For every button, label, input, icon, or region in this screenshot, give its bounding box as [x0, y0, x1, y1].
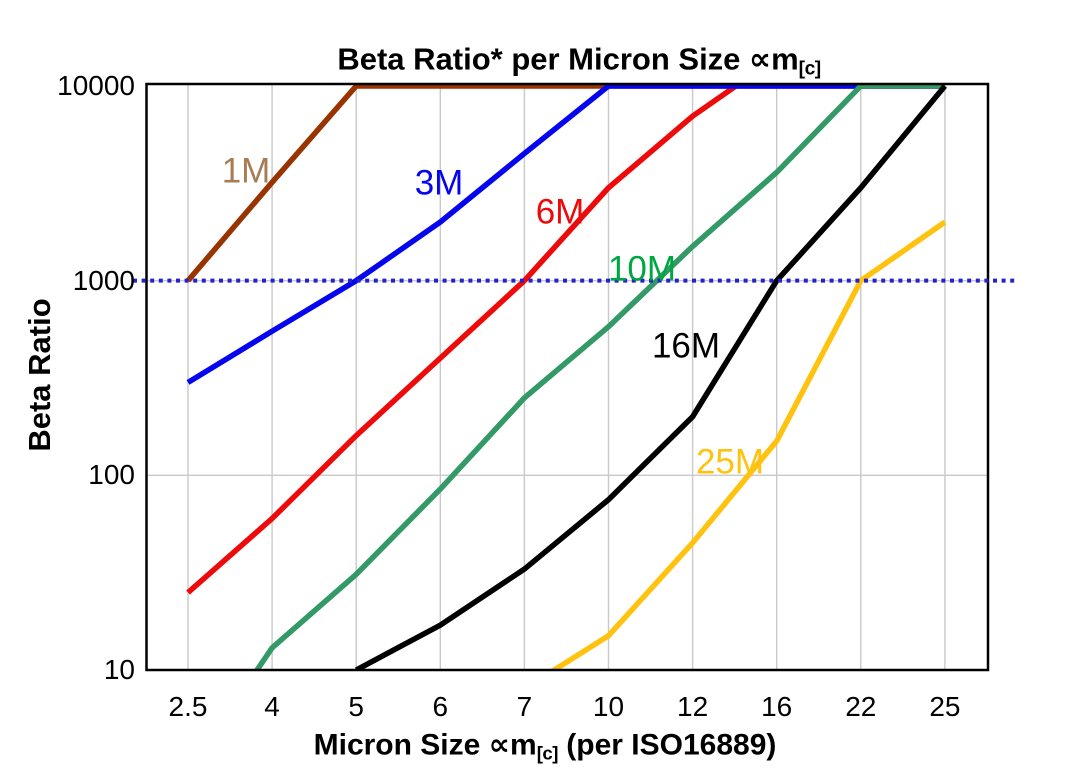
- x-tick-22: 22: [845, 691, 877, 722]
- x-axis-title-subscript: [c]: [536, 742, 559, 764]
- series-label-10m: 10M: [607, 249, 677, 289]
- y-axis-title: Beta Ratio: [22, 298, 57, 452]
- x-tick-2p5: 2.5: [168, 691, 208, 722]
- series-line-16m: [354, 85, 948, 670]
- x-tick-16: 16: [761, 691, 793, 722]
- x-tick-7: 7: [516, 691, 533, 722]
- x-tick-25: 25: [929, 691, 961, 722]
- series-label-6m: 6M: [535, 192, 585, 232]
- y-tick-10000: 10000: [57, 70, 135, 101]
- y-tick-1000: 1000: [72, 265, 135, 296]
- series-line-6m: [186, 85, 743, 595]
- x-tick-12: 12: [677, 691, 709, 722]
- x-tick-5: 5: [348, 691, 364, 722]
- series-label-25m: 25M: [695, 442, 765, 482]
- chart-title-subscript: [c]: [798, 58, 821, 80]
- y-tick-10: 10: [103, 654, 135, 685]
- x-tick-4: 4: [264, 691, 280, 722]
- x-axis-title-suffix: (per ISO16889): [557, 728, 777, 762]
- series-line-3m: [186, 85, 945, 385]
- series-line-10m: [253, 85, 945, 670]
- series-label-16m: 16M: [651, 326, 721, 366]
- series-line-25m: [549, 219, 947, 670]
- chart-title: Beta Ratio* per Micron Size ∝m[c]: [337, 41, 821, 80]
- x-tick-6: 6: [432, 691, 449, 722]
- series-label-1m: 1M: [221, 151, 271, 191]
- x-axis-title-text: Micron Size ∝m: [313, 728, 537, 762]
- y-tick-100: 100: [88, 459, 135, 490]
- series-label-3m: 3M: [414, 163, 464, 203]
- plot-frame: [145, 82, 990, 672]
- x-axis-title: Micron Size ∝m[c] (per ISO16889): [314, 727, 777, 764]
- chart-title-text: Beta Ratio* per Micron Size ∝m: [337, 41, 799, 77]
- x-tick-10: 10: [592, 691, 625, 722]
